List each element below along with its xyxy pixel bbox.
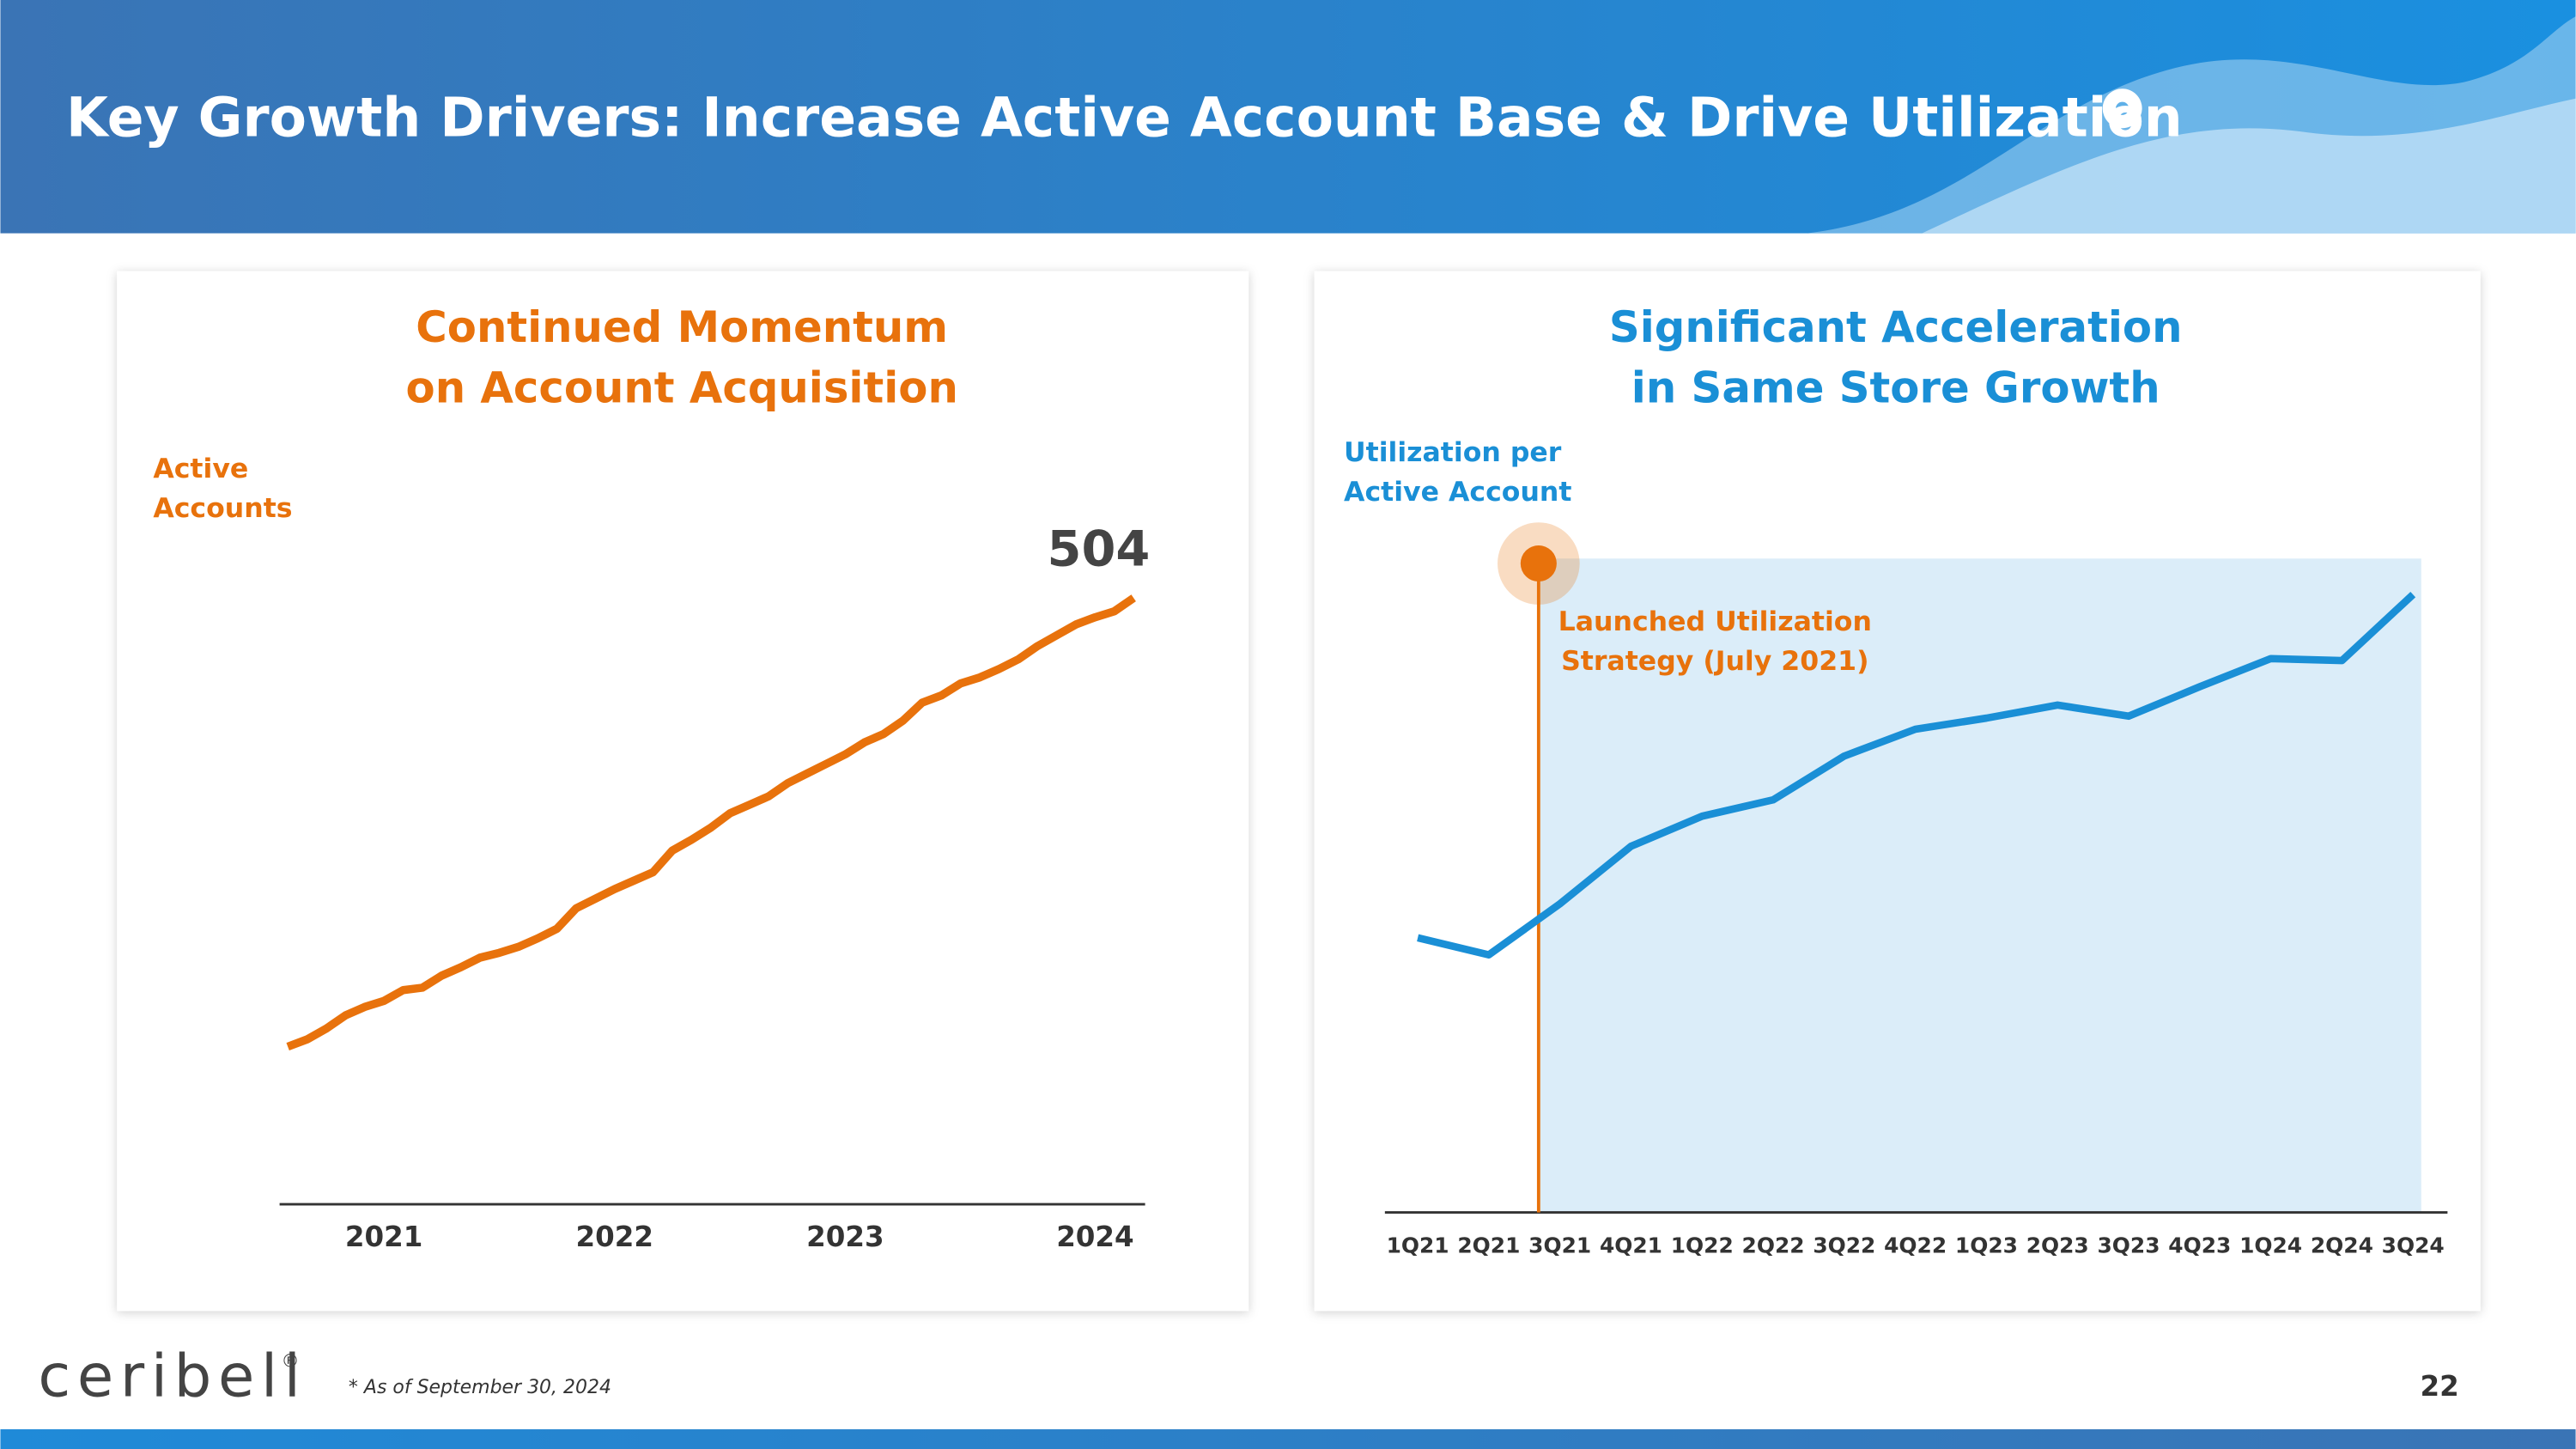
data-line (286, 594, 1136, 1051)
chart-title: Continued Momentum (416, 302, 948, 352)
logo: ceribell (38, 1342, 307, 1411)
x-tick-label: 2022 (576, 1221, 653, 1253)
slide-title: Key Growth Drivers: Increase Active Acco… (66, 86, 2183, 149)
x-tick-label: 2Q22 (1742, 1233, 1805, 1258)
x-tick-label: 1Q24 (2239, 1233, 2302, 1258)
y-axis-label: Accounts (153, 493, 292, 524)
x-tick-label: 1Q21 (1387, 1233, 1449, 1258)
x-tick-label: 2Q23 (2026, 1233, 2089, 1258)
data-label: 504 (1048, 520, 1151, 577)
x-tick-label: 1Q23 (1955, 1233, 2018, 1258)
annotation-dot (1520, 545, 1557, 582)
chart-title: on Account Acquisition (406, 363, 958, 413)
footnote: * As of September 30, 2024 (349, 1377, 611, 1398)
chart-title: in Same Store Growth (1631, 363, 2160, 413)
wave-dot (2116, 101, 2129, 115)
x-tick-label: 2Q24 (2311, 1233, 2373, 1258)
x-tick-label: 2023 (806, 1221, 884, 1253)
chart-title: Significant Acceleration (1609, 302, 2183, 352)
x-tick-label: 3Q22 (1813, 1233, 1875, 1258)
x-tick-label: 2021 (345, 1221, 422, 1253)
x-tick-label: 4Q21 (1600, 1233, 1662, 1258)
x-tick-label: 3Q21 (1528, 1233, 1591, 1258)
shaded-region (1538, 558, 2421, 1213)
y-axis-label: Active (153, 454, 248, 484)
x-tick-label: 3Q23 (2098, 1233, 2160, 1258)
annotation: Launched Utilization (1558, 606, 1872, 637)
x-tick-label: 1Q22 (1671, 1233, 1734, 1258)
x-tick-label: 2Q21 (1457, 1233, 1520, 1258)
card (117, 271, 1249, 1312)
x-tick-label: 3Q24 (2382, 1233, 2445, 1258)
footer-band (0, 1429, 2576, 1449)
data-line (1417, 592, 2416, 959)
y-axis-label: Utilization per (1344, 437, 1562, 468)
x-tick-label: 2024 (1056, 1221, 1133, 1253)
y-axis-label: Active Account (1344, 477, 1571, 508)
wave (1922, 98, 2576, 234)
page-number: 22 (2421, 1370, 2459, 1403)
x-tick-label: 4Q23 (2168, 1233, 2231, 1258)
x-tick-label: 4Q22 (1884, 1233, 1947, 1258)
logo-mark: ® (282, 1350, 300, 1372)
annotation: Strategy (July 2021) (1561, 646, 1868, 677)
